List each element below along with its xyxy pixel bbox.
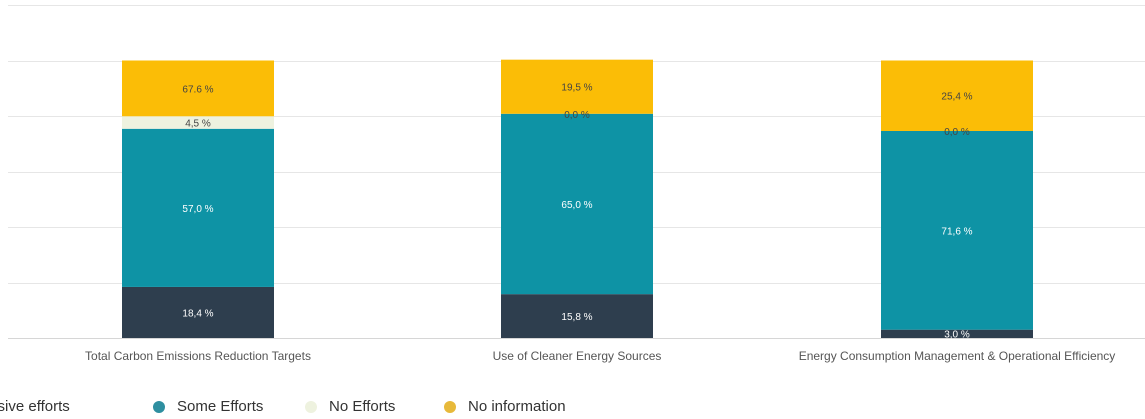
bar-segment[interactable] — [881, 130, 1033, 330]
data-label: 67.6 % — [182, 84, 213, 95]
category-label: Use of Cleaner Energy Sources — [493, 349, 662, 363]
bar-segment[interactable] — [501, 113, 653, 295]
bar-segment[interactable] — [501, 294, 653, 338]
data-label: 4,5 % — [185, 119, 211, 130]
legend-label: Some Efforts — [177, 398, 264, 415]
legend-item[interactable]: No information — [444, 397, 566, 417]
legend-label: No Efforts — [329, 398, 396, 415]
data-label: 57,0 % — [182, 204, 213, 215]
stacked-bar-chart: 18,4 % 57,0 % 4,5 % 67.6 % Total Carbon Emis… — [8, 5, 1145, 363]
legend-swatch — [444, 401, 456, 413]
legend-item[interactable]: ggressive efforts — [0, 397, 70, 417]
data-label: 65,0 % — [561, 200, 592, 211]
legend-swatch — [305, 401, 317, 413]
legend-item[interactable]: Some Efforts — [153, 397, 263, 417]
category-label: Total Carbon Emissions Reduction Targets — [85, 349, 311, 363]
legend-item[interactable]: No Efforts — [305, 397, 395, 417]
data-label: 19,5 % — [561, 83, 592, 94]
data-label: 71,6 % — [941, 226, 972, 237]
data-label: 15,8 % — [561, 312, 592, 323]
bar-segment[interactable] — [122, 116, 274, 129]
data-label: 18,4 % — [182, 308, 213, 319]
bar-segment[interactable] — [122, 128, 274, 287]
bar-segment[interactable] — [881, 329, 1033, 338]
bar-segment[interactable] — [122, 60, 274, 117]
category-label: Energy Consumption Management & Operatio… — [799, 349, 1116, 363]
data-label: 3,0 % — [944, 330, 970, 341]
data-label: 0,0 % — [564, 110, 590, 121]
bar-segment[interactable] — [501, 59, 653, 114]
bar-segment[interactable] — [881, 60, 1033, 131]
chart-legend: ggressive efforts Some Efforts No Efforts N… — [0, 397, 1145, 417]
legend-label: ggressive efforts — [0, 398, 70, 415]
legend-swatch — [153, 401, 165, 413]
data-label: 0,0 % — [944, 127, 970, 138]
legend-label: No information — [468, 398, 566, 415]
bar-segment[interactable] — [122, 286, 274, 338]
data-label: 25,4 % — [941, 92, 972, 103]
